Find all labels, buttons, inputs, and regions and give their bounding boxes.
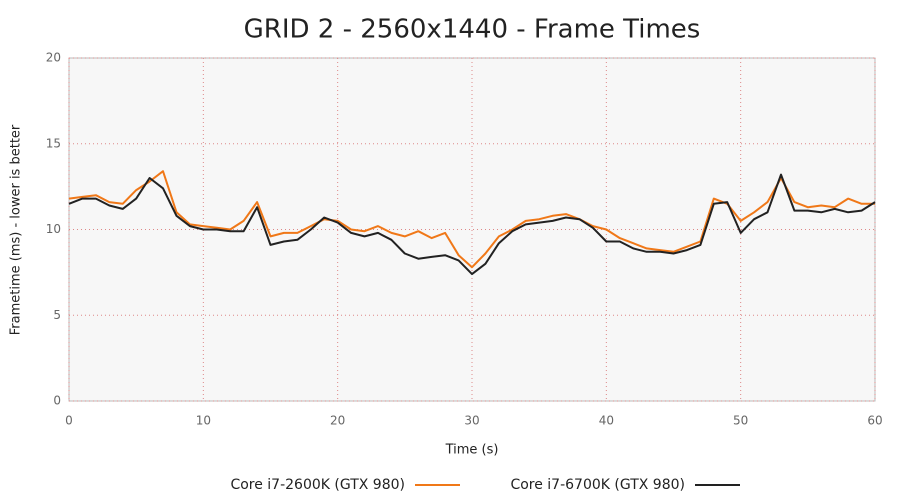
legend-label: Core i7-2600K (GTX 980) (230, 477, 405, 493)
x-tick-label: 50 (733, 414, 748, 428)
series-line (68, 170, 875, 269)
x-axis-label: Time (s) (445, 443, 499, 458)
chart-title: GRID 2 - 2560x1440 - Frame Times (244, 15, 701, 45)
x-tick-label: 20 (330, 414, 345, 428)
x-tick-label: 40 (599, 414, 614, 428)
y-tick-label: 5 (53, 308, 61, 322)
x-tick-label: 60 (867, 414, 882, 428)
y-tick-label: 15 (46, 136, 61, 150)
x-tick-label: 30 (464, 414, 479, 428)
y-axis-label: Frametime (ms) - lower is better (9, 124, 24, 335)
x-tick-label: 0 (65, 414, 73, 428)
y-tick-label: 10 (46, 222, 61, 236)
series-line (68, 173, 876, 276)
legend-label: Core i7-6700K (GTX 980) (510, 477, 685, 493)
y-tick-label: 20 (46, 51, 61, 65)
y-tick-label: 0 (53, 394, 61, 408)
x-tick-label: 10 (196, 414, 211, 428)
